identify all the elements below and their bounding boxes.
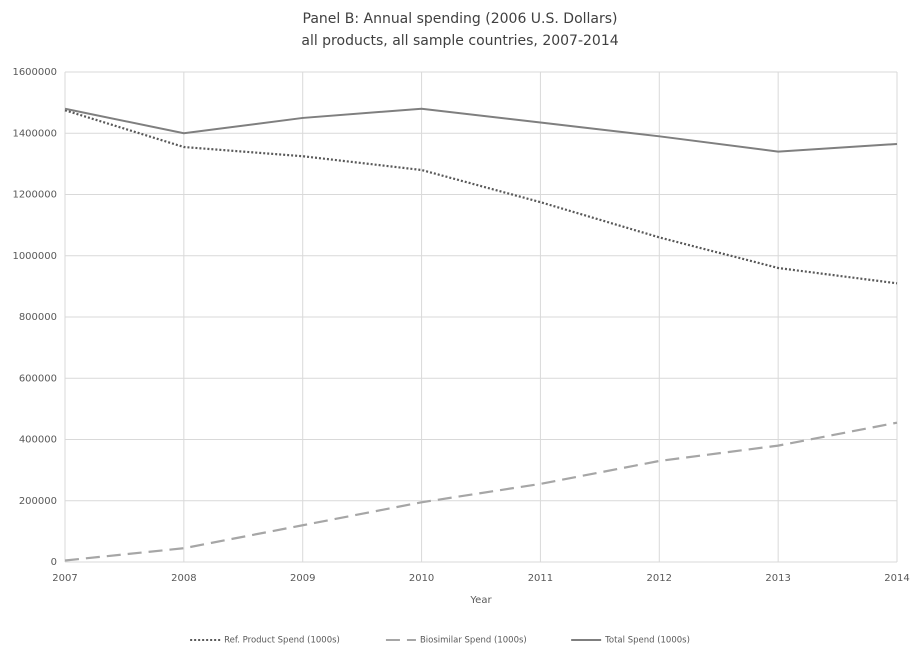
legend-label: Biosimilar Spend (1000s) (420, 636, 527, 646)
x-axis-label: Year (469, 595, 492, 606)
series-line (64, 109, 898, 285)
series-line (64, 421, 898, 562)
legend-label: Ref. Product Spend (1000s) (224, 636, 340, 646)
y-tick-label: 0 (51, 557, 57, 568)
x-tick-label: 2013 (765, 573, 790, 584)
x-tick-label: 2010 (409, 573, 434, 584)
x-tick-label: 2007 (52, 573, 77, 584)
y-tick-label: 1600000 (12, 67, 57, 78)
x-tick-label: 2012 (647, 573, 672, 584)
y-tick-label: 400000 (19, 435, 57, 446)
chart-title: Panel B: Annual spending (2006 U.S. Doll… (303, 11, 618, 27)
y-tick-label: 1200000 (12, 190, 57, 201)
x-tick-label: 2011 (528, 573, 553, 584)
x-tick-label: 2009 (290, 573, 315, 584)
series-line (64, 107, 898, 153)
y-tick-label: 1400000 (12, 128, 57, 139)
y-tick-label: 800000 (19, 312, 57, 323)
legend-label: Total Spend (1000s) (604, 636, 690, 646)
x-tick-label: 2008 (171, 573, 196, 584)
chart-subtitle: all products, all sample countries, 2007… (301, 33, 618, 49)
y-tick-label: 600000 (19, 373, 57, 384)
y-tick-label: 200000 (19, 496, 57, 507)
x-tick-label: 2014 (884, 573, 909, 584)
y-tick-label: 1000000 (12, 251, 57, 262)
